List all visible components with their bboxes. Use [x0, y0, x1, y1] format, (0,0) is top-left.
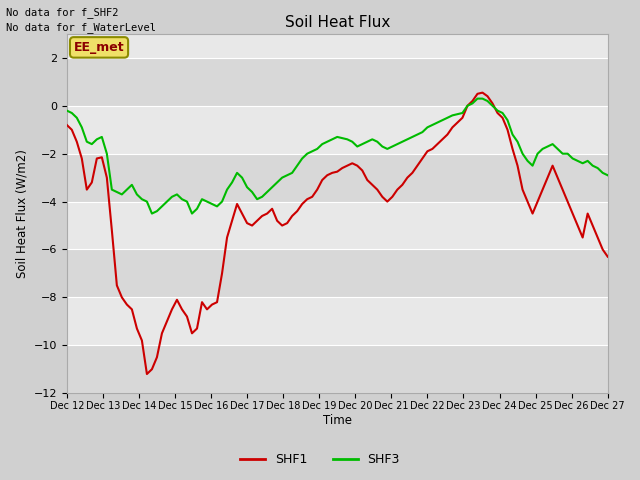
Bar: [67, 106, 608, 154]
Bar: [67, 154, 608, 202]
Text: No data for f_WaterLevel: No data for f_WaterLevel: [6, 22, 156, 33]
Y-axis label: Soil Heat Flux (W/m2): Soil Heat Flux (W/m2): [15, 149, 28, 278]
Text: EE_met: EE_met: [74, 41, 124, 54]
Bar: [67, 58, 608, 106]
Bar: [67, 250, 608, 298]
Text: No data for f_SHF2: No data for f_SHF2: [6, 7, 119, 18]
Legend: SHF1, SHF3: SHF1, SHF3: [235, 448, 405, 471]
X-axis label: Time: Time: [323, 414, 352, 427]
Bar: [67, 202, 608, 250]
Bar: [67, 298, 608, 345]
Title: Soil Heat Flux: Soil Heat Flux: [285, 15, 390, 30]
Bar: [67, 345, 608, 393]
